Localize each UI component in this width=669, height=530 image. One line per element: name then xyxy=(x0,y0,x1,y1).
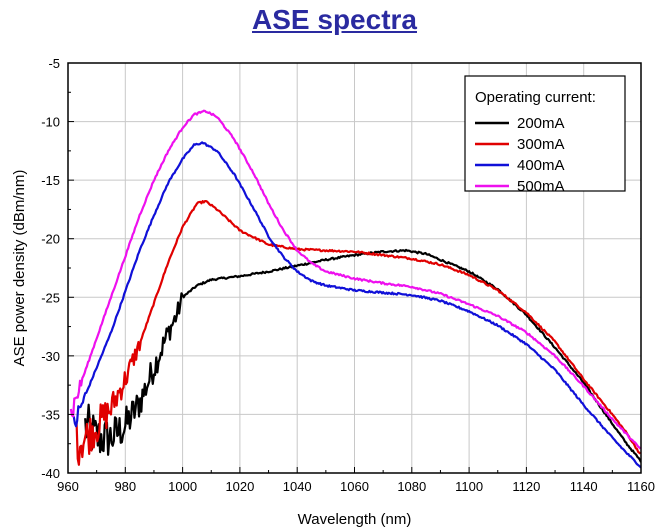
y-tick-label: -10 xyxy=(41,115,60,130)
series-layer xyxy=(69,109,641,469)
x-tick-label: 980 xyxy=(114,479,136,494)
x-tick-labels: 960 980 1000 1020 1040 1060 1080 1100 1120 1140 11… xyxy=(57,479,655,494)
chart-title: ASE spectra xyxy=(252,4,417,35)
legend-label-300mA: 300mA xyxy=(517,136,565,153)
series-lines xyxy=(69,109,641,469)
axis-ticks xyxy=(67,62,642,474)
x-tick-label: 960 xyxy=(57,479,79,494)
y-tick-label: -25 xyxy=(41,290,60,305)
x-tick-label: 1080 xyxy=(397,479,426,494)
legend-title: Operating current: xyxy=(475,89,596,106)
x-tick-label: 1000 xyxy=(168,479,197,494)
x-tick-label: 1060 xyxy=(340,479,369,494)
y-tick-labels: -40 -35 -30 -25 -20 -15 -10 -5 xyxy=(41,56,60,481)
legend-box xyxy=(464,75,626,192)
legend-label-200mA: 200mA xyxy=(517,115,565,132)
legend-label-400mA: 400mA xyxy=(517,157,565,174)
series-line-300mA xyxy=(75,199,641,466)
legend-entries: 200mA 300mA 400mA 500mA xyxy=(475,115,565,195)
y-axis-label: ASE power density (dBm/nm) xyxy=(11,170,28,367)
x-tick-label: 1140 xyxy=(570,479,598,494)
y-tick-label: -20 xyxy=(41,232,60,247)
x-axis-label: Wavelength (nm) xyxy=(298,511,412,528)
y-tick-label: -40 xyxy=(41,466,60,481)
legend-label-500mA: 500mA xyxy=(517,178,565,195)
y-tick-label: -15 xyxy=(41,173,60,188)
x-tick-label: 1120 xyxy=(512,479,540,494)
series-line-400mA xyxy=(72,141,641,469)
y-tick-label: -5 xyxy=(48,56,60,71)
y-tick-label: -35 xyxy=(41,407,60,422)
x-tick-label: 1040 xyxy=(283,479,312,494)
y-tick-label: -30 xyxy=(41,349,60,364)
x-tick-label: 1020 xyxy=(225,479,254,494)
x-tick-label: 1160 xyxy=(627,479,655,494)
x-tick-label: 1100 xyxy=(455,479,483,494)
legend: Operating current: 200mA 300mA 400mA 500mA xyxy=(464,75,626,195)
series-line-500mA xyxy=(69,109,641,450)
